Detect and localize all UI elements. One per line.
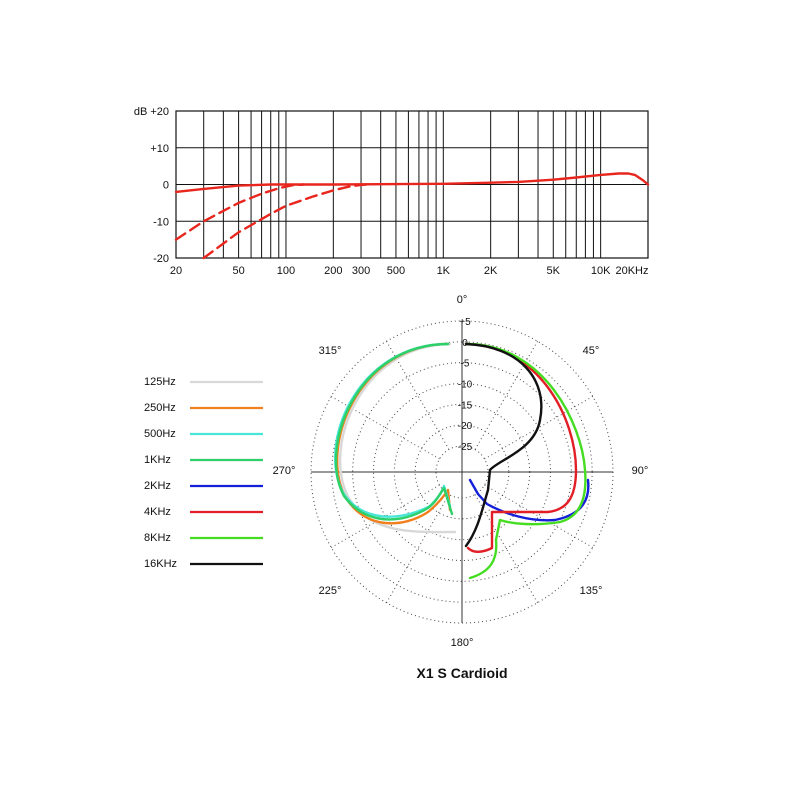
polar-curve <box>338 342 457 534</box>
x-tick-label: 100 <box>277 265 295 277</box>
radial-tick-label: -10 <box>458 380 473 391</box>
x-tick-label: 10K <box>591 265 611 277</box>
polar-curve <box>464 342 578 553</box>
angle-label: 270° <box>273 465 296 477</box>
response-curve <box>174 183 306 241</box>
chart-title: X1 S Cardioid <box>416 665 507 681</box>
x-tick-label: 500 <box>387 265 405 277</box>
polar-spoke <box>484 396 594 460</box>
polar-curve <box>336 342 452 525</box>
polar-curve <box>334 342 452 518</box>
x-tick-label: 1K <box>437 265 451 277</box>
legend-label: 8KHz <box>144 532 171 544</box>
x-tick-label: 5K <box>547 265 561 277</box>
legend-label: 4KHz <box>144 506 171 518</box>
angle-label: 180° <box>451 637 474 649</box>
y-tick-label: -20 <box>153 253 169 265</box>
polar-pattern-chart: +50-5-10-15-20-250°45°90°135°180°225°270… <box>144 294 648 649</box>
x-tick-label: 300 <box>352 265 370 277</box>
radial-tick-label: -15 <box>458 400 473 411</box>
polar-spoke <box>474 494 538 604</box>
x-tick-label: 20 <box>170 265 182 277</box>
angle-label: 0° <box>457 294 468 306</box>
y-tick-label: dB +20 <box>134 106 169 118</box>
polar-curve <box>468 478 590 522</box>
angle-label: 90° <box>632 465 649 477</box>
polar-spoke <box>484 484 594 548</box>
response-curve <box>174 172 650 194</box>
legend-label: 500Hz <box>144 428 176 440</box>
polar-curve <box>464 342 587 580</box>
polar-spoke <box>474 340 538 450</box>
x-tick-label: 50 <box>232 265 244 277</box>
polar-spoke <box>330 484 440 548</box>
angle-label: 315° <box>319 345 342 357</box>
legend-label: 250Hz <box>144 402 176 414</box>
angle-label: 225° <box>319 585 342 597</box>
y-tick-label: -10 <box>153 216 169 228</box>
polar-curve <box>464 342 543 548</box>
radial-tick-label: -5 <box>461 359 470 370</box>
legend-label: 2KHz <box>144 480 171 492</box>
y-tick-label: 0 <box>163 180 169 192</box>
radial-tick-label: -20 <box>458 421 473 432</box>
y-tick-label: +10 <box>150 143 169 155</box>
x-tick-label: 2K <box>484 265 498 277</box>
legend-label: 125Hz <box>144 376 176 388</box>
polar-curve <box>334 342 454 521</box>
polar-spoke <box>386 494 450 604</box>
legend-label: 1KHz <box>144 454 171 466</box>
legend-label: 16KHz <box>144 558 177 570</box>
x-tick-label: 20KHz <box>615 265 648 277</box>
response-curve <box>202 183 369 260</box>
radial-tick-label: +5 <box>459 317 471 328</box>
angle-label: 135° <box>580 585 603 597</box>
angle-label: 45° <box>583 345 600 357</box>
radial-tick-label: -25 <box>458 442 473 453</box>
x-tick-label: 200 <box>324 265 342 277</box>
